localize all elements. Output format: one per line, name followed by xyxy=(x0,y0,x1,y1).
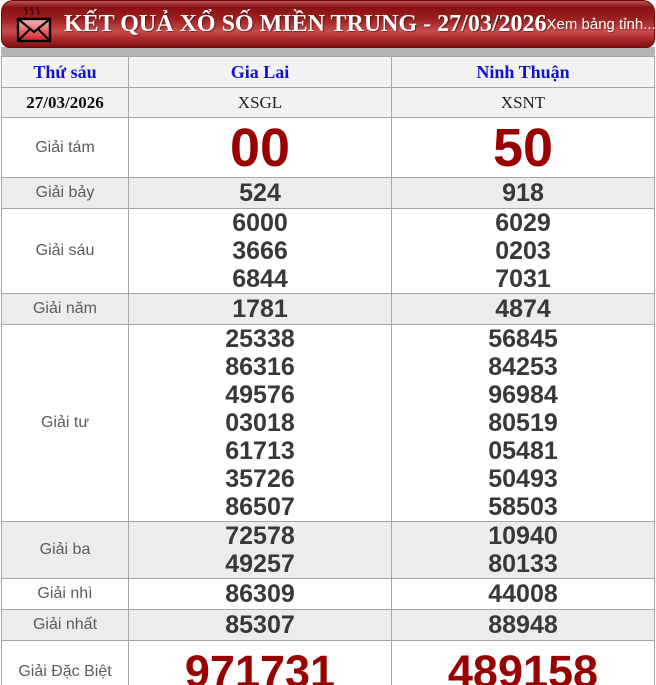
prize-number: 4874 xyxy=(495,295,551,323)
prize-row: Giải bảy 524 918 xyxy=(1,177,655,209)
day-header: Thứ sáu xyxy=(1,56,129,88)
prize-number: 44008 xyxy=(488,580,558,608)
header-shadow-bar xyxy=(1,47,655,56)
prize-numbers-cell: 86309 xyxy=(128,578,392,610)
prize-number: 35726 xyxy=(225,465,295,493)
prize-number: 05481 xyxy=(488,437,558,465)
prize-number: 85307 xyxy=(225,611,295,639)
prize-numbers-cell: 10940 80133 xyxy=(391,521,655,579)
prize-label: Giải bảy xyxy=(1,177,129,209)
draw-code-xsgl[interactable]: XSGL xyxy=(128,87,392,118)
prize-label: Giải sáu xyxy=(1,208,129,294)
prize-number: 524 xyxy=(239,179,281,207)
prize-row: Giải tư 25338 86316 49576 03018 61713 35726 865… xyxy=(1,324,655,522)
prize-row: Giải tám 00 50 xyxy=(1,117,655,178)
prize-label: Giải ba xyxy=(1,521,129,579)
prize-row: Giải Đặc Biệt 971731 489158 xyxy=(1,640,655,685)
prize-number: 10940 xyxy=(488,522,558,551)
prize-numbers-cell: 72578 49257 xyxy=(128,521,392,579)
prize-number: 6029 xyxy=(495,209,551,238)
prize-numbers-cell: 1781 xyxy=(128,293,392,325)
prize-number: 0203 xyxy=(495,237,551,265)
prize-numbers-cell: 4874 xyxy=(391,293,655,325)
prize-numbers-cell: 50 xyxy=(391,117,655,178)
prize-number: 80519 xyxy=(488,409,558,437)
prize-label: Giải tư xyxy=(1,324,129,522)
table-header-row: Thứ sáu Gia Lai Ninh Thuận xyxy=(1,56,655,88)
prize-number: 6844 xyxy=(232,265,288,293)
prize-label: Giải năm xyxy=(1,293,129,325)
prize-number: 84253 xyxy=(488,353,558,381)
prize-label: Giải Đặc Biệt xyxy=(1,640,129,685)
prize-number: 7031 xyxy=(495,265,551,293)
prize-number: 86507 xyxy=(225,493,295,521)
prize-numbers-cell: 85307 xyxy=(128,609,392,641)
prize-number: 3666 xyxy=(232,237,288,265)
prize-numbers-cell: 44008 xyxy=(391,578,655,610)
prize-number: 49576 xyxy=(225,381,295,409)
prize-label: Giải nhì xyxy=(1,578,129,610)
prize-number: 58503 xyxy=(488,493,558,521)
province-header-ninh-thuan[interactable]: Ninh Thuận xyxy=(391,56,655,88)
prize-row: Giải năm 1781 4874 xyxy=(1,293,655,325)
prize-number: 80133 xyxy=(488,550,558,578)
prize-numbers-cell: 25338 86316 49576 03018 61713 35726 86507 xyxy=(128,324,392,522)
prize-numbers-cell: 88948 xyxy=(391,609,655,641)
prize-numbers-cell: 00 xyxy=(128,117,392,178)
prize-row: Giải nhì 86309 44008 xyxy=(1,578,655,610)
prize-number: 50493 xyxy=(488,465,558,493)
prize-numbers-cell: 6029 0203 7031 xyxy=(391,208,655,294)
prize-label: Giải nhất xyxy=(1,609,129,641)
draw-date: 27/03/2026 xyxy=(1,87,129,118)
prize-row: Giải ba 72578 49257 10940 80133 xyxy=(1,521,655,579)
prize-numbers-cell: 971731 xyxy=(128,640,392,685)
prize-label: Giải tám xyxy=(1,117,129,178)
prize-number: 489158 xyxy=(447,645,599,685)
prize-number: 03018 xyxy=(225,409,295,437)
prize-number: 72578 xyxy=(225,522,295,551)
draw-code-xsnt[interactable]: XSNT xyxy=(391,87,655,118)
results-header: KẾT QUẢ XỔ SỐ MIỀN TRUNG - 27/03/2026 Xe… xyxy=(1,0,656,48)
prize-number: 25338 xyxy=(225,325,295,354)
prize-number: 00 xyxy=(229,117,291,178)
prize-number: 86316 xyxy=(225,353,295,381)
prize-number: 50 xyxy=(492,117,554,178)
prize-number: 96984 xyxy=(488,381,558,409)
prize-number: 918 xyxy=(502,179,544,207)
prize-row: Giải nhất 85307 88948 xyxy=(1,609,655,641)
prize-number: 49257 xyxy=(225,550,295,578)
prize-numbers-cell: 6000 3666 6844 xyxy=(128,208,392,294)
prize-number: 971731 xyxy=(184,645,336,685)
province-header-gia-lai[interactable]: Gia Lai xyxy=(128,56,392,88)
page-title: KẾT QUẢ XỔ SỐ MIỀN TRUNG - 27/03/2026 xyxy=(64,10,547,37)
prize-numbers-cell: 56845 84253 96984 80519 05481 50493 58503 xyxy=(391,324,655,522)
prize-numbers-cell: 918 xyxy=(391,177,655,209)
prize-numbers-cell: 524 xyxy=(128,177,392,209)
prize-numbers-cell: 489158 xyxy=(391,640,655,685)
view-province-board-link[interactable]: Xem bảng tỉnh... xyxy=(546,15,656,33)
prize-row: Giải sáu 6000 3666 6844 6029 0203 7031 xyxy=(1,208,655,294)
prize-number: 1781 xyxy=(232,295,288,323)
prize-number: 88948 xyxy=(488,611,558,639)
results-table: Thứ sáu Gia Lai Ninh Thuận 27/03/2026 XS… xyxy=(1,56,655,685)
prize-number: 56845 xyxy=(488,325,558,354)
prize-number: 61713 xyxy=(225,437,295,465)
draw-codes-row: 27/03/2026 XSGL XSNT xyxy=(1,87,655,118)
prize-number: 6000 xyxy=(232,209,288,238)
envelope-icon xyxy=(16,4,52,44)
prize-number: 86309 xyxy=(225,580,295,608)
